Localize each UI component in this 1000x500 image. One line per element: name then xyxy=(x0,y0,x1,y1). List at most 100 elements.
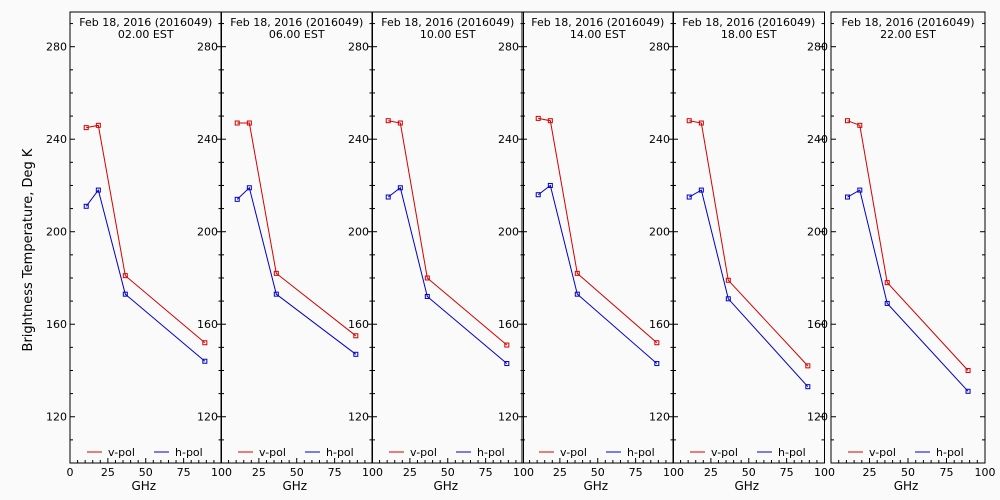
data-point-hpol xyxy=(857,187,863,193)
series-line-hpol xyxy=(537,184,658,364)
legend-label-hpol: h-pol xyxy=(175,446,203,459)
series-line-hpol xyxy=(236,186,357,355)
y-tick-label: 200 xyxy=(197,226,218,239)
y-tick-label: 200 xyxy=(498,226,519,239)
panel-title: Feb 18, 2016 (2016049) xyxy=(230,16,363,29)
x-tick-label: 25 xyxy=(403,466,417,479)
panel-title: Feb 18, 2016 (2016049) xyxy=(79,16,212,29)
data-point-hpol xyxy=(273,291,279,297)
data-point-vpol xyxy=(884,280,890,286)
x-tick-label: 75 xyxy=(629,466,643,479)
x-tick-label: 25 xyxy=(704,466,718,479)
y-tick-label: 280 xyxy=(807,41,828,54)
y-tick-label: 200 xyxy=(807,226,828,239)
x-tick-label: 25 xyxy=(101,466,115,479)
data-point-vpol xyxy=(273,270,279,276)
y-tick-label: 240 xyxy=(807,133,828,146)
x-tick-label: 50 xyxy=(139,466,153,479)
data-point-hpol xyxy=(202,358,208,364)
y-tick-label: 160 xyxy=(498,318,519,331)
y-tick-label: 280 xyxy=(348,41,369,54)
data-point-vpol xyxy=(805,363,811,369)
y-tick-label: 160 xyxy=(46,318,67,331)
data-point-vpol xyxy=(246,120,252,126)
data-point-vpol xyxy=(385,118,391,124)
y-tick-label: 160 xyxy=(197,318,218,331)
data-point-hpol xyxy=(504,361,510,367)
panel-subtitle: 14.00 EST xyxy=(570,28,626,41)
chart-panel-5: Feb 18, 2016 (2016049)18.00 EST 120 160 200… xyxy=(649,11,835,493)
x-tick-label: 100 xyxy=(513,466,534,479)
legend-label-hpol: h-pol xyxy=(778,446,806,459)
panel-subtitle: 06.00 EST xyxy=(269,28,325,41)
data-point-hpol xyxy=(725,296,731,302)
panel-title: Feb 18, 2016 (2016049) xyxy=(682,16,815,29)
data-point-vpol xyxy=(353,333,359,339)
data-point-vpol xyxy=(547,118,553,124)
legend-label-hpol: h-pol xyxy=(477,446,505,459)
legend-label-vpol: v-pol xyxy=(259,446,286,459)
data-point-hpol xyxy=(535,192,541,198)
panel-subtitle: 10.00 EST xyxy=(420,28,476,41)
series-line-hpol xyxy=(387,186,508,364)
series-line-vpol xyxy=(538,117,658,344)
data-point-hpol xyxy=(353,351,359,357)
x-tick-label: 100 xyxy=(663,466,684,479)
x-tick-label: 100 xyxy=(814,466,835,479)
y-tick-label: 240 xyxy=(46,133,67,146)
panel-title: Feb 18, 2016 (2016049) xyxy=(381,16,514,29)
chart-panel-2: Feb 18, 2016 (2016049)06.00 EST 120 160 200… xyxy=(197,11,383,493)
x-tick-label: 100 xyxy=(362,466,383,479)
legend-label-hpol: h-pol xyxy=(936,446,964,459)
panel-title: Feb 18, 2016 (2016049) xyxy=(531,16,664,29)
x-axis-label: GHz xyxy=(894,479,919,493)
data-point-vpol xyxy=(234,120,240,126)
chart-panel-6: Feb 18, 2016 (2016049)22.00 EST 120 160 200… xyxy=(807,11,996,493)
x-axis-label: GHz xyxy=(131,479,156,493)
chart-panel-1: Feb 18, 2016 (2016049)02.00 EST 120 160 200… xyxy=(46,11,232,493)
y-tick-label: 200 xyxy=(46,226,67,239)
panel-subtitle: 22.00 EST xyxy=(880,28,936,41)
data-point-vpol xyxy=(857,122,863,128)
data-point-vpol xyxy=(122,273,128,279)
y-tick-label: 160 xyxy=(649,318,670,331)
y-tick-label: 120 xyxy=(348,411,369,424)
y-tick-label: 120 xyxy=(46,411,67,424)
y-tick-label: 120 xyxy=(649,411,670,424)
y-tick-label: 280 xyxy=(197,41,218,54)
x-tick-label: 25 xyxy=(553,466,567,479)
data-point-hpol xyxy=(698,187,704,193)
chart-panels: Feb 18, 2016 (2016049)02.00 EST120160200… xyxy=(46,11,996,493)
y-tick-label: 280 xyxy=(498,41,519,54)
data-point-hpol xyxy=(246,185,252,191)
y-tick-label: 280 xyxy=(649,41,670,54)
data-point-hpol xyxy=(424,293,430,299)
data-point-hpol xyxy=(574,291,580,297)
data-point-hpol xyxy=(965,388,971,394)
data-point-vpol xyxy=(95,122,101,128)
data-point-vpol xyxy=(654,340,660,346)
data-point-vpol xyxy=(725,277,731,283)
x-tick-label: 75 xyxy=(780,466,794,479)
legend-label-vpol: v-pol xyxy=(108,446,135,459)
y-tick-label: 240 xyxy=(649,133,670,146)
x-tick-label: 100 xyxy=(211,466,232,479)
x-axis-label: GHz xyxy=(583,479,608,493)
data-point-vpol xyxy=(202,340,208,346)
data-point-hpol xyxy=(654,361,660,367)
series-line-hpol xyxy=(847,189,969,392)
x-tick-label: 75 xyxy=(479,466,493,479)
legend-label-vpol: v-pol xyxy=(869,446,896,459)
series-line-hpol xyxy=(85,188,206,362)
data-point-hpol xyxy=(397,185,403,191)
series-line-vpol xyxy=(388,120,508,346)
data-point-vpol xyxy=(504,342,510,348)
y-tick-label: 280 xyxy=(46,41,67,54)
x-tick-label: 75 xyxy=(940,466,954,479)
data-point-hpol xyxy=(83,203,89,209)
data-point-hpol xyxy=(686,194,692,200)
x-tick-label: 50 xyxy=(441,466,455,479)
x-tick-label: 75 xyxy=(328,466,342,479)
data-point-vpol xyxy=(698,120,704,126)
